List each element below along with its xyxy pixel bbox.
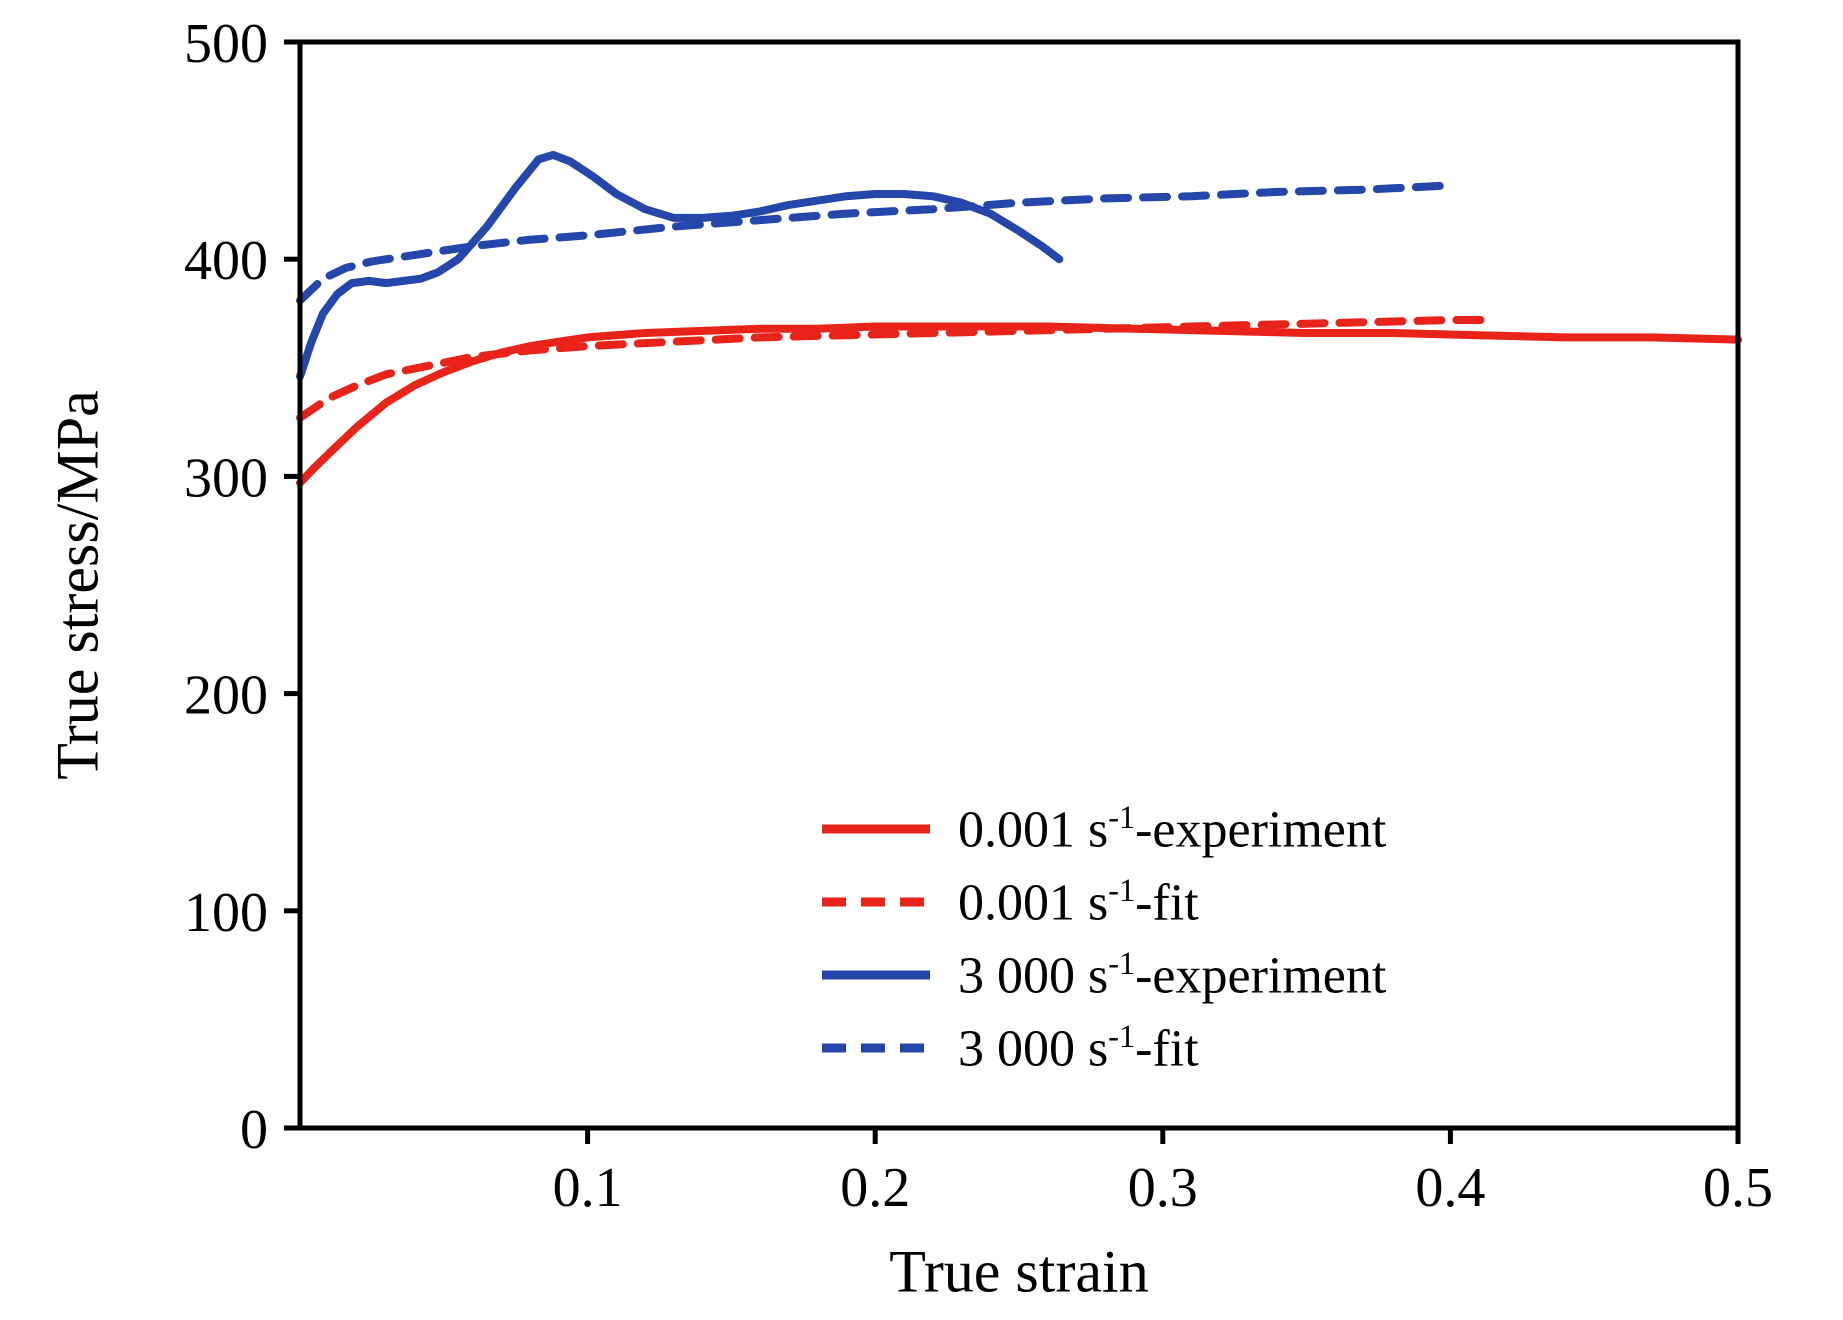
x-tick-label: 0.2 [840, 1157, 910, 1219]
y-tick-label: 500 [184, 13, 268, 75]
series-line-2 [296, 150, 1064, 381]
legend-line-sample [822, 897, 930, 906]
legend-entry-1: 0.001 s-1-fit [820, 865, 1386, 938]
legend-label: 0.001 s-1-fit [958, 871, 1199, 932]
legend-entry-0: 0.001 s-1-experiment [820, 792, 1386, 865]
y-tick-label: 300 [184, 447, 268, 509]
legend-label: 0.001 s-1-experiment [958, 798, 1387, 859]
y-tick-label: 400 [184, 230, 268, 292]
x-tick-label: 0.3 [1128, 1157, 1198, 1219]
series-line-1 [296, 316, 1498, 422]
x-tick-label: 0.5 [1703, 1157, 1773, 1219]
y-axis-title: True stress/MPa [44, 390, 111, 780]
legend-line-sample [822, 1043, 930, 1052]
y-tick-label: 200 [184, 665, 268, 727]
plot-border [297, 39, 1741, 1131]
x-axis-title: True strain [889, 1238, 1149, 1305]
legend-line-sample [822, 970, 930, 979]
x-tick-label: 0.1 [553, 1157, 623, 1219]
x-tick-label: 0.4 [1415, 1157, 1485, 1219]
legend-entry-3: 3 000 s-1-fit [820, 1011, 1386, 1084]
y-tick-label: 100 [184, 882, 268, 944]
y-tick-label: 0 [240, 1099, 268, 1161]
legend-label: 3 000 s-1-experiment [958, 944, 1387, 1005]
series-line-3 [296, 181, 1455, 305]
legend: 0.001 s-1-experiment 0.001 s-1-fit 3 000 s… [820, 792, 1386, 1084]
legend-entry-2: 3 000 s-1-experiment [820, 938, 1386, 1011]
legend-label: 3 000 s-1-fit [958, 1017, 1199, 1078]
series-line-0 [296, 322, 1742, 487]
legend-line-sample [822, 824, 930, 833]
